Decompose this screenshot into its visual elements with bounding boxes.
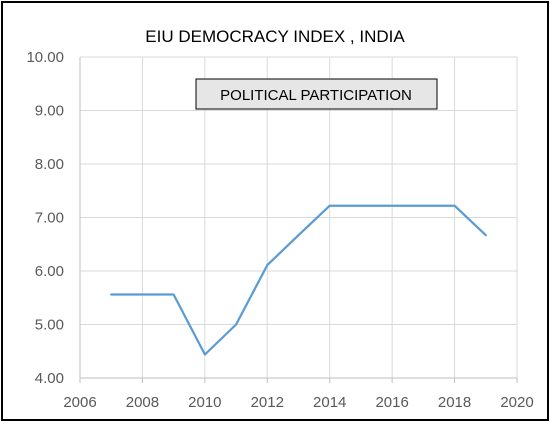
y-tick-label: 10.00 xyxy=(26,49,64,66)
y-tick-label: 5.00 xyxy=(35,317,64,334)
chart-title: EIU DEMOCRACY INDEX , INDIA xyxy=(145,27,405,46)
y-tick-label: 9.00 xyxy=(35,103,64,120)
x-tick-label: 2018 xyxy=(438,394,471,411)
tick-labels: 4.00 5.00 6.00 7.00 8.00 9.00 10.00 2006 2008 201… xyxy=(26,49,533,411)
y-tick-label: 7.00 xyxy=(35,210,64,227)
series-layer xyxy=(110,204,487,356)
series-line xyxy=(110,204,487,356)
x-tick-label: 2016 xyxy=(375,394,408,411)
x-tick-label: 2014 xyxy=(313,394,346,411)
y-tick-label: 4.00 xyxy=(35,370,64,387)
x-tick-label: 2006 xyxy=(63,394,96,411)
x-tick-label: 2008 xyxy=(126,394,159,411)
x-tick-label: 2020 xyxy=(500,394,533,411)
y-tick-label: 6.00 xyxy=(35,263,64,280)
axes xyxy=(79,57,518,383)
annotation-box-background xyxy=(195,78,438,110)
annotation-label: POLITICAL PARTICIPATION xyxy=(220,87,412,104)
x-tick-label: 2010 xyxy=(188,394,221,411)
y-tick-label: 8.00 xyxy=(35,156,64,173)
x-tick-label: 2012 xyxy=(251,394,284,411)
annotation-box: POLITICAL PARTICIPATION xyxy=(195,78,438,110)
